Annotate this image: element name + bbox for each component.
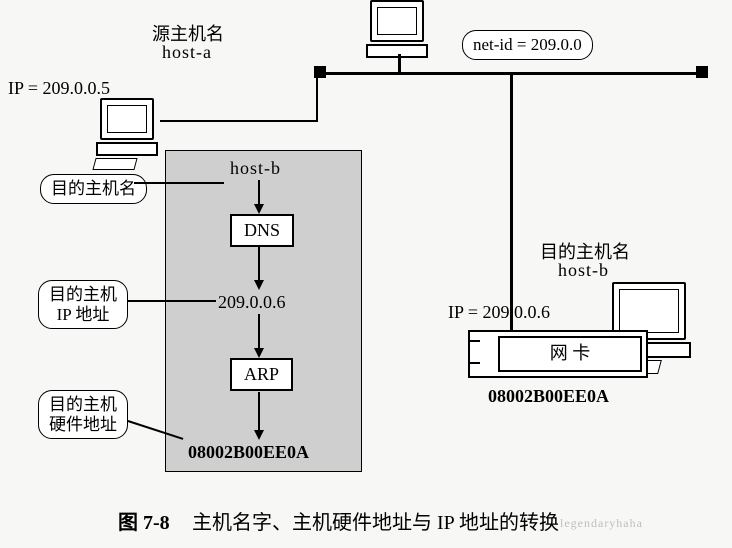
dest-host-ip: IP = 209.0.0.6 [448, 302, 550, 323]
flow-start: host-b [230, 158, 281, 179]
flow-a1-line [258, 180, 260, 206]
callout-destname-line [134, 182, 224, 184]
watermark: legendaryhaha [560, 516, 643, 531]
arp-box: ARP [230, 358, 293, 391]
flow-a4-line [258, 392, 260, 432]
flow-a1-head [254, 204, 264, 214]
source-host-icon [100, 98, 158, 170]
arp-text: ARP [244, 364, 279, 384]
nic-pin-2 [468, 362, 480, 364]
callout-destip-text: 目的主机 IP 地址 [49, 285, 117, 324]
nic-label: 网 卡 [550, 343, 591, 363]
flow-a3-line [258, 314, 260, 350]
src-link-h [160, 120, 316, 122]
bus-node-left [314, 66, 326, 78]
flow-ip: 209.0.0.6 [218, 292, 286, 313]
dns-text: DNS [244, 220, 280, 240]
callout-destname-text: 目的主机名 [51, 179, 136, 198]
netid-text: net-id = 209.0.0 [473, 35, 582, 54]
caption-num: 图 7-8 [118, 506, 170, 535]
callout-destip-line [128, 300, 216, 302]
nic-inner: 网 卡 [498, 336, 642, 372]
router-icon [370, 0, 428, 58]
flow-a2-head [254, 280, 264, 290]
bus-node-right [696, 66, 708, 78]
flow-a3-head [254, 348, 264, 358]
dest-drop [510, 74, 513, 330]
source-host-ip: IP = 209.0.0.5 [8, 78, 110, 99]
caption-text: 主机名字、主机硬件地址与 IP 地址的转换 [192, 506, 559, 535]
callout-destmac-text: 目的主机 硬件地址 [49, 395, 117, 434]
flow-a4-head [254, 430, 264, 440]
dest-host-name: host-b [558, 260, 609, 281]
diagram-canvas: net-id = 209.0.0 源主机名 host-a IP = 209.0.… [0, 0, 732, 548]
netid-bubble: net-id = 209.0.0 [462, 30, 593, 60]
callout-destmac: 目的主机 硬件地址 [38, 390, 128, 439]
nic-pin-1 [468, 340, 480, 342]
router-drop [398, 54, 401, 74]
source-host-name: host-a [162, 42, 212, 63]
src-link-v [316, 78, 318, 122]
dns-box: DNS [230, 214, 294, 247]
callout-destip: 目的主机 IP 地址 [38, 280, 128, 329]
flow-a2-line [258, 246, 260, 282]
dest-mac: 08002B00EE0A [488, 386, 609, 407]
flow-mac: 08002B00EE0A [188, 442, 309, 463]
callout-destname: 目的主机名 [40, 174, 147, 204]
